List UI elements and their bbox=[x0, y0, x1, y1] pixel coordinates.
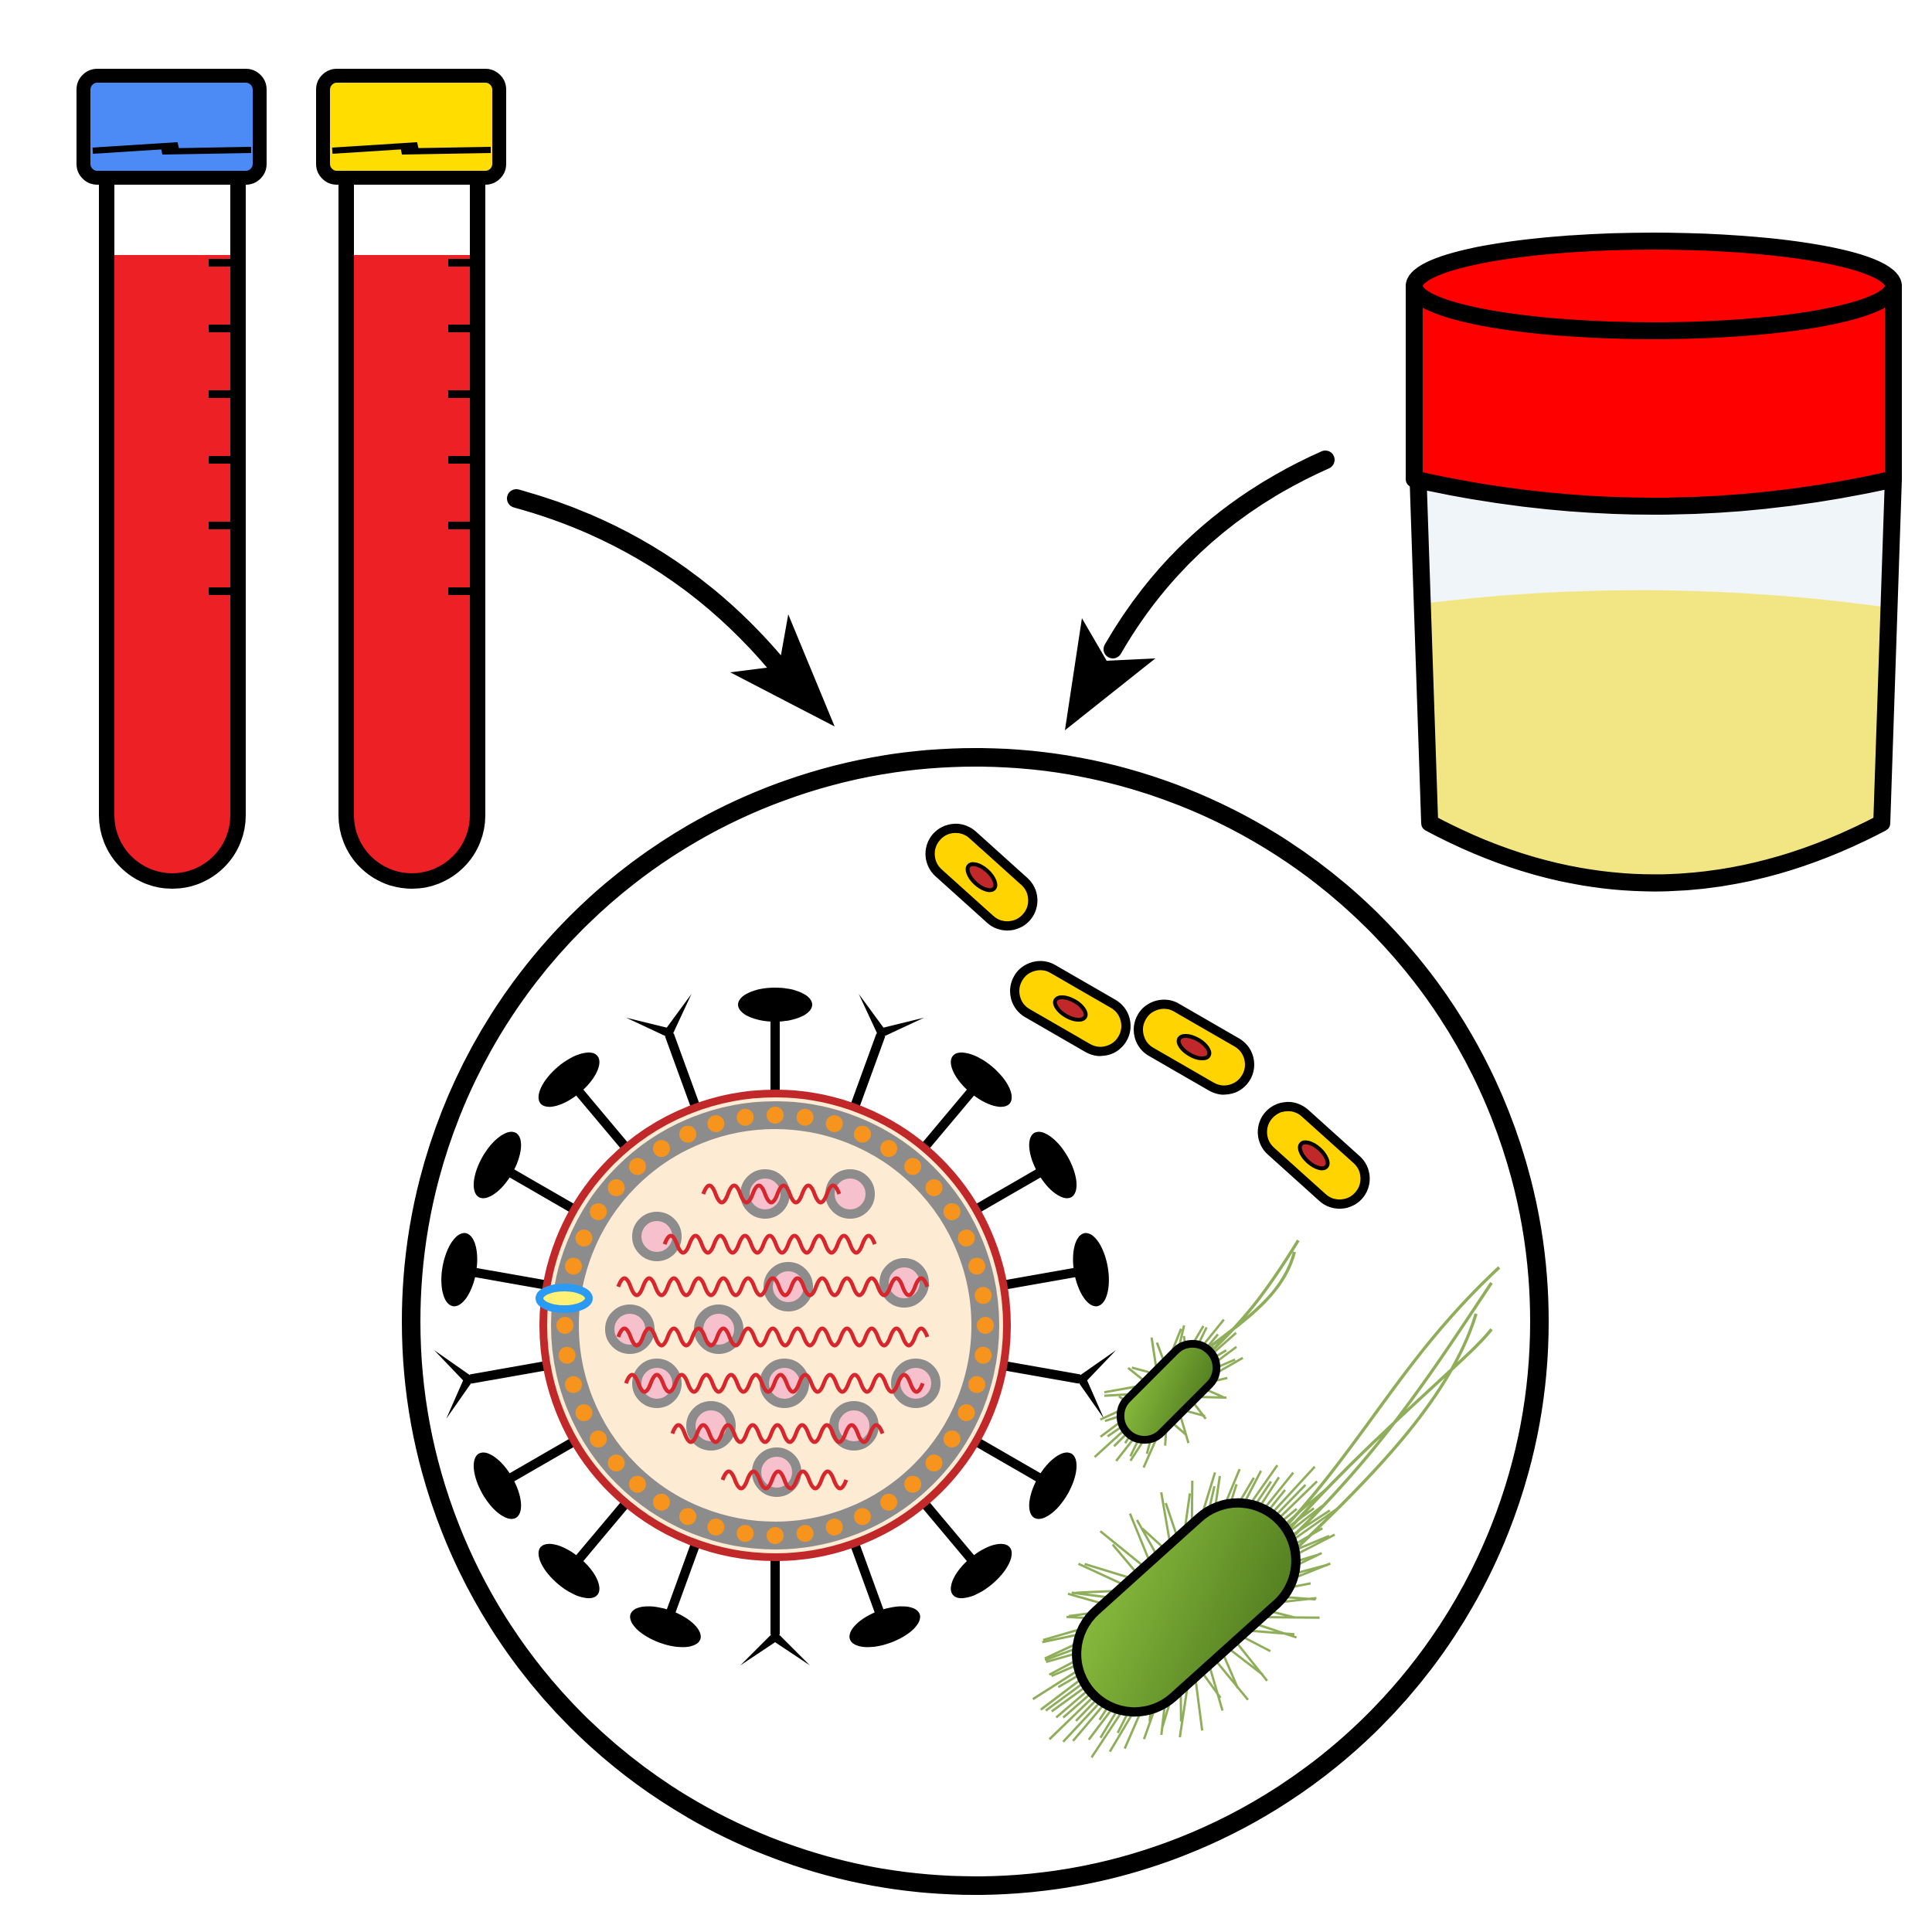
bacillus-icon bbox=[1134, 999, 1254, 1095]
virus-spike bbox=[973, 1131, 1077, 1214]
arrow-icon bbox=[507, 489, 835, 726]
virus-spike bbox=[538, 1052, 630, 1151]
virus-spike bbox=[849, 1541, 920, 1648]
urine-sample-cup-icon bbox=[1406, 233, 1902, 892]
blood-tube-blue-cap-icon bbox=[77, 69, 267, 889]
flagellated-bacterium-icon bbox=[1032, 1266, 1501, 1758]
virus-spike bbox=[920, 1499, 1012, 1599]
arrow-icon bbox=[1065, 451, 1335, 730]
virus-spike bbox=[973, 1437, 1077, 1519]
virus-spike bbox=[473, 1131, 577, 1214]
bacillus-icon bbox=[925, 823, 1038, 931]
virus-spike bbox=[1002, 1233, 1109, 1307]
coronavirus-icon bbox=[434, 988, 1117, 1665]
virus-spike bbox=[740, 1557, 810, 1665]
virus-spike bbox=[849, 994, 924, 1110]
virus-spike bbox=[441, 1233, 548, 1307]
bacillus-icon bbox=[1010, 961, 1131, 1056]
bacillus-icon bbox=[1257, 1101, 1370, 1209]
flagellated-bacterium-icon bbox=[1094, 1239, 1300, 1468]
virus-spike bbox=[1002, 1350, 1117, 1419]
blue-marker-icon bbox=[536, 1284, 593, 1313]
virus-spike bbox=[738, 988, 812, 1094]
virus-spike bbox=[538, 1499, 630, 1599]
virus-spike bbox=[473, 1437, 577, 1519]
arrows bbox=[507, 451, 1335, 730]
blood-tube-yellow-cap-icon bbox=[316, 69, 506, 889]
bacilli-chain-icon bbox=[925, 823, 1370, 1209]
virus-spike bbox=[920, 1052, 1012, 1151]
virus-spike bbox=[626, 994, 701, 1110]
flagellated-bacteria bbox=[1032, 1239, 1501, 1758]
virus-spike bbox=[434, 1350, 548, 1419]
virus-spike bbox=[630, 1541, 701, 1648]
